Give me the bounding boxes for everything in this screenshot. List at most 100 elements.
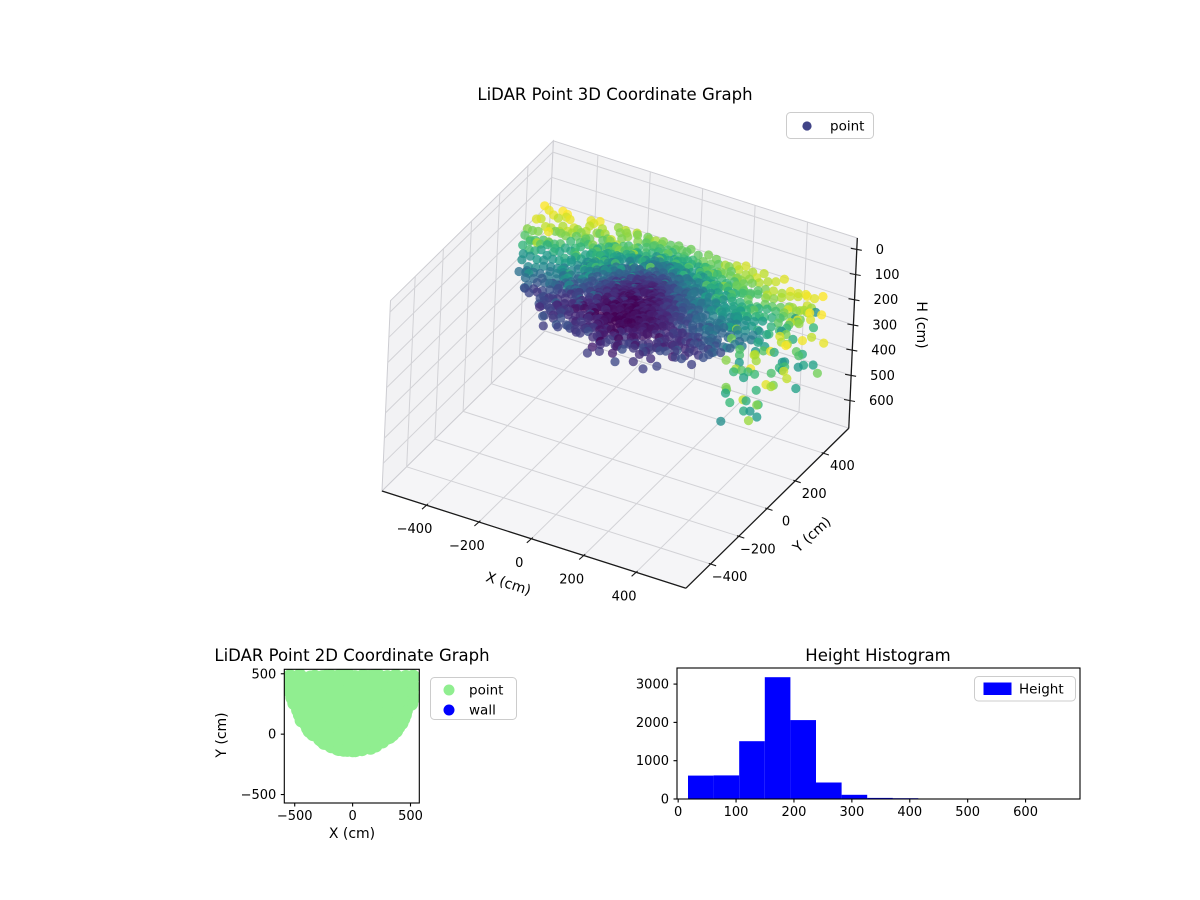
lidar-point (762, 304, 772, 314)
lidar-point (531, 214, 542, 224)
lidar-point (713, 259, 724, 269)
lidar-point (676, 354, 687, 364)
grid-line (384, 277, 548, 439)
lidar-point (646, 354, 656, 364)
lidar-point (514, 266, 524, 277)
lidar-point (818, 291, 828, 302)
plot2d-yaxis-label: Y (cm) (214, 712, 230, 758)
grid-line (388, 176, 553, 338)
legend-frame (786, 112, 874, 139)
histogram-bar (790, 720, 816, 799)
lidar-point (739, 406, 749, 416)
tick-mark (765, 507, 773, 511)
lidar-point (762, 330, 772, 340)
legend-wall-label: wall (469, 703, 496, 719)
grid-line (552, 151, 857, 250)
tick-mark (821, 452, 830, 456)
tick-label: 400 (897, 805, 922, 820)
tick-label: 500 (955, 805, 980, 820)
lidar-point (725, 343, 735, 353)
tick-label: 500 (251, 667, 276, 682)
tick-label: 600 (1013, 805, 1038, 820)
histogram-axes: 0 100 200 300 400 500 600 0 1000 2000 3000 (636, 667, 1081, 820)
lidar-point (729, 367, 739, 377)
lidar-point (773, 318, 783, 328)
axis-spine (381, 490, 687, 589)
lidar-point (741, 261, 751, 271)
lidar-point (794, 351, 804, 361)
legend-height-swatch (983, 682, 1012, 695)
tick-mark (846, 348, 858, 352)
grid-line (382, 302, 547, 464)
tick-label: −200 (449, 539, 485, 554)
histogram-bar (713, 775, 740, 799)
lidar-point (805, 308, 815, 318)
lidar-point (721, 355, 731, 365)
lidar-point (610, 357, 620, 367)
lidar-point-2d (382, 697, 396, 712)
lidar-point (769, 294, 779, 304)
tick-label: −500 (241, 788, 277, 803)
lidar-point (556, 313, 566, 323)
tick-label: 0 (876, 243, 884, 258)
lidar-point (588, 332, 598, 342)
lidar-point (638, 364, 648, 374)
lidar-point (819, 338, 829, 348)
tick-mark (850, 247, 862, 251)
lidar-point (575, 328, 585, 338)
lidar-point (628, 343, 639, 353)
tick-mark (843, 398, 856, 403)
lidar-point (763, 277, 773, 287)
tick-label: 0 (674, 805, 682, 820)
lidar-point (754, 278, 764, 288)
tick-mark (474, 520, 481, 527)
plot2d-point-blob (284, 669, 420, 758)
grid-line (434, 438, 739, 537)
lidar-point (538, 311, 548, 321)
histogram-bar (816, 782, 842, 799)
lidar-point (817, 310, 827, 320)
tick-mark (421, 503, 429, 510)
axis-spine (848, 237, 858, 429)
lidar-point (766, 322, 776, 332)
plot3d-xaxis-label: X (cm) (484, 569, 533, 599)
lidar-point (553, 213, 563, 223)
grid-line (389, 151, 554, 313)
lidar-point (633, 230, 643, 240)
lidar-point-2d (394, 676, 409, 691)
tick-mark (578, 553, 586, 560)
legend-point-marker (802, 121, 812, 131)
lidar-point (698, 352, 708, 363)
histogram-title: Height Histogram (805, 646, 950, 665)
tick-mark (845, 373, 857, 377)
tick-label: 600 (869, 394, 894, 409)
tick-label: 400 (871, 344, 896, 359)
tick-label: 300 (872, 318, 897, 333)
lidar-point (807, 332, 817, 342)
plot3d-zaxis-label: H (cm) (913, 301, 929, 348)
plot3d-axes (381, 237, 862, 589)
lidar-point (751, 356, 761, 366)
grid-line (462, 410, 768, 510)
lidar-point-2d (303, 670, 318, 685)
histogram-legend: Height (974, 676, 1076, 702)
grid-line (519, 355, 824, 454)
lidar-point-2d (380, 730, 394, 745)
lidar-point (776, 292, 787, 303)
tick-mark (793, 479, 801, 484)
tick-label: −400 (712, 570, 748, 585)
tick-label: 200 (559, 573, 584, 588)
lidar-point-2d (392, 714, 407, 729)
lidar-point (743, 416, 754, 426)
lidar-point (740, 326, 750, 336)
lidar-point (750, 369, 760, 379)
lidar-point (535, 302, 545, 312)
tick-mark (736, 535, 745, 539)
grid-line (462, 221, 473, 412)
lidar-point (734, 265, 744, 275)
lidar-point (808, 360, 818, 370)
lidar-point (539, 261, 549, 271)
tick-label: 400 (830, 459, 855, 474)
lidar-point-2d (370, 688, 385, 703)
